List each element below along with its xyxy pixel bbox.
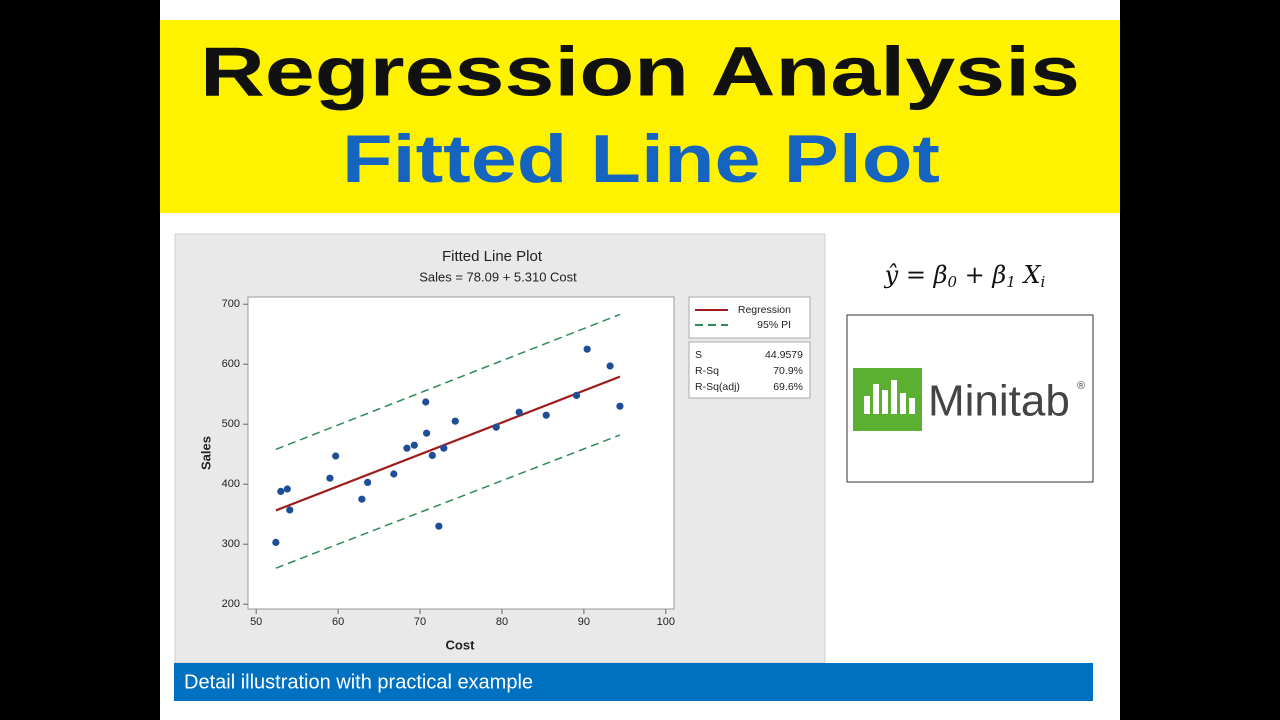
x-tick-label: 50	[250, 616, 262, 628]
data-point	[422, 398, 430, 406]
logo-text: Minitab	[928, 377, 1070, 426]
y-tick-label: 600	[222, 358, 240, 370]
plot-area	[247, 296, 675, 610]
data-point	[616, 402, 624, 410]
formula-part: X	[1016, 261, 1042, 289]
stat-label: S	[695, 349, 702, 361]
data-point	[358, 495, 366, 503]
formula: ŷ = β0 + β1 Xi	[884, 261, 1046, 292]
data-point	[403, 444, 411, 452]
y-tick-label: 300	[222, 538, 240, 550]
fit-line	[275, 375, 621, 512]
y-axis-label: Sales	[198, 436, 213, 470]
data-point	[440, 444, 448, 452]
banner	[160, 20, 1120, 213]
y-tick-label: 400	[222, 478, 240, 490]
formula-sub: 0	[947, 273, 957, 291]
data-point	[390, 470, 398, 478]
footer-bar	[174, 663, 1093, 701]
logo-mark: ®	[1077, 380, 1085, 392]
data-point	[428, 451, 436, 459]
y-tick-label: 500	[222, 418, 240, 430]
data-point	[332, 452, 340, 460]
fit-line	[275, 313, 621, 451]
stat-value: 44.9579	[765, 349, 803, 361]
stat-label: R-Sq(adj)	[695, 381, 740, 393]
data-point	[277, 487, 285, 495]
logo-bars	[864, 380, 915, 414]
formula-part: + β	[957, 261, 1006, 289]
chart-title: Fitted Line Plot	[442, 248, 543, 265]
slide-subtitle: Fitted Line Plot	[342, 121, 940, 197]
data-point	[410, 441, 418, 449]
x-tick-label: 70	[414, 616, 426, 628]
slide-title: Regression Analysis	[200, 32, 1080, 110]
fit-line-lower	[275, 434, 621, 569]
data-point	[492, 423, 500, 431]
stats-box	[688, 341, 811, 399]
x-axis-label: Cost	[446, 637, 476, 652]
data-point	[583, 345, 591, 353]
data-point	[283, 485, 291, 493]
data-point	[286, 506, 294, 514]
y-tick-label: 700	[222, 298, 240, 310]
stat-value: 70.9%	[773, 365, 803, 377]
legend-label: Regression	[738, 304, 791, 316]
stat-value: 69.6%	[773, 381, 803, 393]
data-point	[606, 362, 614, 370]
formula-sub: i	[1041, 273, 1046, 291]
y-tick-label: 200	[222, 598, 240, 610]
chart-subtitle: Sales = 78.09 + 5.310 Cost	[419, 269, 577, 284]
footer-text: Detail illustration with practical examp…	[184, 671, 533, 693]
data-point	[422, 429, 431, 437]
data-point	[572, 391, 581, 399]
data-point	[451, 417, 459, 425]
data-point	[272, 538, 280, 547]
data-point	[364, 478, 372, 486]
legend-box	[688, 296, 811, 339]
data-point	[515, 408, 523, 416]
formula-part: ŷ = β	[884, 261, 948, 289]
data-point	[326, 474, 334, 482]
stat-label: R-Sq	[695, 365, 719, 377]
legend-label: 95% PI	[757, 319, 791, 331]
formula-sub: 1	[1006, 273, 1016, 291]
data-point	[542, 411, 550, 419]
x-tick-label: 60	[332, 616, 344, 628]
x-tick-label: 100	[657, 616, 675, 628]
x-tick-label: 90	[578, 616, 590, 628]
data-point	[435, 522, 443, 530]
x-tick-label: 80	[496, 616, 508, 628]
